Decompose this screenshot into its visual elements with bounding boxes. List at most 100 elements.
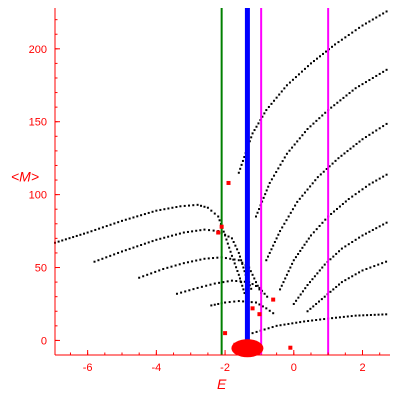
- data-point-curve-2: [162, 267, 165, 270]
- data-point-curve-7: [346, 150, 349, 153]
- data-point-curve-0: [109, 223, 112, 226]
- data-point-curve-7: [291, 208, 294, 211]
- data-point-curve-0: [75, 234, 78, 237]
- data-point-curve-4: [272, 312, 275, 315]
- data-point-curve-0: [175, 206, 178, 209]
- data-point-curve-7: [287, 215, 290, 218]
- data-point-curve-5: [237, 171, 240, 174]
- data-point-curve-11: [358, 314, 361, 317]
- data-point-curve-9: [301, 290, 304, 293]
- data-point-curve-5: [361, 24, 364, 27]
- data-point-curve-7: [368, 133, 371, 136]
- data-point-curve-0: [210, 209, 213, 212]
- data-point-curve-11: [335, 316, 338, 319]
- data-point-curve-10: [347, 277, 350, 280]
- data-point-curve-0: [192, 204, 195, 207]
- data-point-curve-5: [288, 81, 291, 84]
- data-point-curve-6: [354, 87, 357, 90]
- data-point-curve-10: [358, 271, 361, 274]
- data-point-curve-1: [243, 270, 246, 273]
- data-point-curve-1: [117, 251, 120, 254]
- data-point-curve-9: [318, 269, 321, 272]
- data-point-curve-8: [364, 185, 367, 188]
- data-point-curve-7: [328, 165, 331, 168]
- data-point-curve-9: [297, 296, 300, 299]
- red-data-point: [271, 297, 276, 302]
- data-point-curve-9: [313, 275, 316, 278]
- data-point-curve-0: [226, 242, 229, 245]
- data-point-curve-7: [382, 125, 385, 128]
- data-point-curve-0: [203, 205, 206, 208]
- data-point-curve-8: [358, 190, 361, 193]
- data-point-curve-11: [263, 328, 266, 331]
- data-point-curve-11: [271, 326, 274, 329]
- x-tick-label: -2: [220, 362, 230, 374]
- data-point-curve-0: [238, 277, 241, 280]
- data-point-curve-1: [171, 234, 174, 237]
- data-point-curve-1: [227, 235, 230, 238]
- data-point-curve-6: [270, 178, 273, 181]
- data-point-curve-8: [291, 262, 294, 265]
- data-point-curve-1: [238, 255, 241, 258]
- data-point-curve-0: [236, 270, 239, 273]
- data-point-curve-1: [93, 260, 96, 263]
- data-point-curve-5: [283, 87, 286, 90]
- data-point-curve-6: [348, 92, 351, 95]
- data-point-curve-6: [256, 211, 259, 214]
- data-point-curve-5: [344, 36, 347, 39]
- data-point-curve-10: [381, 262, 384, 265]
- data-point-curve-4: [258, 303, 261, 306]
- data-point-curve-7: [334, 159, 337, 162]
- data-point-curve-0: [61, 239, 64, 242]
- data-point-curve-0: [136, 215, 139, 218]
- data-point-curve-5: [325, 50, 328, 53]
- data-point-curve-3: [222, 281, 225, 284]
- data-point-curve-9: [358, 236, 361, 239]
- data-point-curve-7: [349, 147, 352, 150]
- data-point-curve-8: [324, 218, 327, 221]
- data-point-curve-8: [307, 237, 310, 240]
- data-point-curve-0: [155, 209, 158, 212]
- data-point-curve-6: [275, 171, 278, 174]
- data-point-curve-3: [263, 292, 266, 295]
- data-point-curve-8: [344, 200, 347, 203]
- data-point-curve-7: [311, 182, 314, 185]
- data-point-curve-4: [224, 301, 227, 304]
- data-point-curve-6: [345, 94, 348, 97]
- data-point-curve-6: [351, 89, 354, 92]
- data-point-curve-9: [323, 263, 326, 266]
- data-point-curve-3: [243, 280, 246, 283]
- data-point-curve-3: [205, 284, 208, 287]
- data-point-curve-10: [340, 281, 343, 284]
- data-point-curve-5: [378, 14, 381, 17]
- data-point-curve-1: [212, 229, 215, 232]
- data-point-curve-5: [294, 76, 297, 79]
- data-point-curve-1: [147, 241, 150, 244]
- data-point-curve-10: [373, 265, 376, 268]
- data-point-curve-1: [208, 229, 211, 232]
- data-point-curve-0: [113, 222, 116, 225]
- data-point-curve-6: [293, 143, 296, 146]
- data-point-curve-6: [268, 181, 271, 184]
- data-point-curve-0: [235, 266, 238, 269]
- data-point-curve-0: [237, 273, 240, 276]
- data-point-curve-9: [340, 247, 343, 250]
- data-point-curve-7: [319, 173, 322, 176]
- data-point-curve-0: [121, 219, 123, 222]
- data-point-curve-4: [250, 301, 253, 304]
- data-point-curve-1: [195, 229, 198, 232]
- data-point-curve-5: [278, 93, 281, 96]
- data-point-curve-7: [309, 185, 312, 188]
- data-point-curve-8: [330, 212, 333, 215]
- data-point-curve-4: [255, 301, 257, 304]
- data-point-curve-11: [303, 320, 306, 323]
- data-point-curve-10: [338, 283, 341, 286]
- data-point-curve-7: [283, 222, 286, 225]
- data-point-curve-8: [303, 243, 306, 246]
- data-point-curve-6: [296, 140, 299, 143]
- data-point-curve-11: [275, 324, 278, 327]
- data-point-curve-6: [315, 119, 318, 122]
- data-point-curve-2: [233, 258, 236, 261]
- data-point-curve-0: [183, 204, 186, 207]
- data-point-curve-10: [377, 263, 380, 266]
